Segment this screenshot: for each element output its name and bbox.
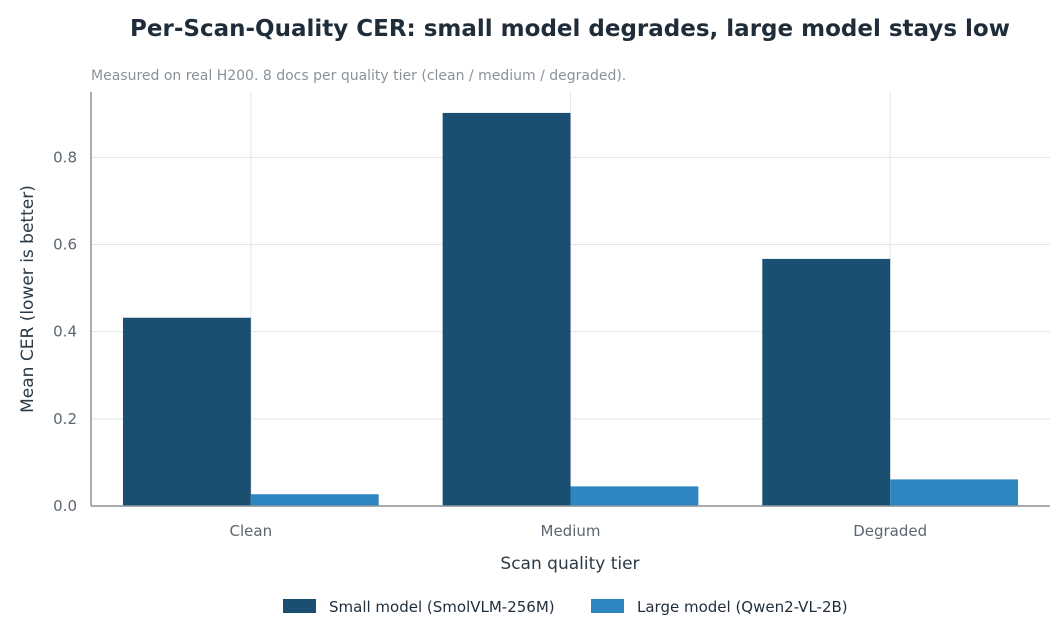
x-axis-label: Scan quality tier [500, 554, 639, 574]
bar-large-medium [570, 486, 699, 506]
x-tick-label: Clean [230, 522, 273, 540]
legend-label: Small model (SmolVLM-256M) [329, 598, 555, 616]
y-tick-label: 0.2 [53, 410, 77, 428]
bar-small-degraded [762, 258, 891, 506]
legend-swatch [283, 599, 316, 613]
y-tick-label: 0.0 [53, 497, 77, 515]
tick-labels: 0.0 0.2 0.4 0.6 0.8 Clean Medium Degraded [53, 148, 927, 540]
y-tick-label: 0.6 [53, 236, 77, 254]
chart-title: Per-Scan-Quality CER: small model degrad… [130, 16, 1010, 42]
legend: Small model (SmolVLM-256M) Large model (Q… [283, 598, 848, 616]
x-tick-label: Medium [541, 522, 601, 540]
x-tick-label: Degraded [853, 522, 927, 540]
bar-small-medium [442, 112, 571, 506]
y-axis-label: Mean CER (lower is better) [18, 185, 38, 413]
bar-small-clean [122, 317, 251, 506]
y-tick-label: 0.4 [53, 323, 77, 341]
bar-large-clean [250, 494, 379, 506]
y-tick-label: 0.8 [53, 148, 77, 166]
axes [90, 92, 1050, 507]
legend-label: Large model (Qwen2-VL-2B) [637, 598, 848, 616]
bar-large-degraded [890, 479, 1019, 506]
legend-swatch [591, 599, 624, 613]
chart-subtitle: Measured on real H200. 8 docs per qualit… [91, 68, 626, 84]
bars [122, 112, 1019, 506]
